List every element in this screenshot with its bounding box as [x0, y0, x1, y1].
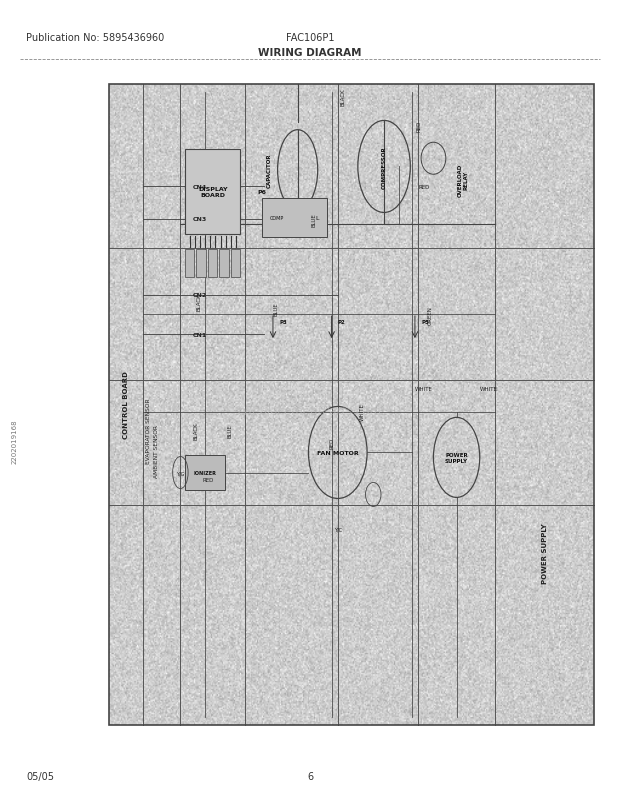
Text: WHITE: WHITE	[480, 387, 498, 391]
Text: RED: RED	[203, 478, 214, 483]
Text: P5: P5	[421, 319, 429, 324]
Text: CAPACITOR: CAPACITOR	[267, 153, 272, 188]
Text: RED: RED	[418, 184, 430, 189]
Text: DISPLAY
BOARD: DISPLAY BOARD	[198, 187, 228, 197]
Text: CONTROL BOARD: CONTROL BOARD	[123, 371, 130, 439]
Text: WHITE: WHITE	[360, 403, 365, 421]
Text: GREEN: GREEN	[428, 306, 433, 325]
Text: Publication No: 5895436960: Publication No: 5895436960	[26, 34, 164, 43]
Text: POWER SUPPLY: POWER SUPPLY	[541, 523, 547, 583]
Text: BLUE: BLUE	[273, 302, 278, 315]
FancyBboxPatch shape	[262, 198, 327, 237]
Text: BLACK: BLACK	[340, 88, 345, 106]
Text: P6: P6	[257, 189, 267, 194]
Text: WIRING DIAGRAM: WIRING DIAGRAM	[259, 48, 361, 58]
Text: COMPRESSOR: COMPRESSOR	[381, 146, 386, 188]
Text: BLUE: BLUE	[311, 213, 316, 226]
FancyBboxPatch shape	[185, 150, 241, 235]
Text: OVERLOAD
RELAY: OVERLOAD RELAY	[458, 164, 468, 197]
Text: BLACK: BLACK	[197, 293, 202, 310]
Text: CN3: CN3	[193, 217, 207, 222]
FancyBboxPatch shape	[197, 250, 206, 278]
Text: EVAPORATOR SENSOR: EVAPORATOR SENSOR	[146, 399, 151, 464]
Text: Y/G: Y/G	[176, 471, 185, 476]
Text: AMBIENT SENSOR: AMBIENT SENSOR	[154, 424, 159, 477]
Text: IONIZER: IONIZER	[193, 471, 216, 476]
Text: POWER
SUPPLY: POWER SUPPLY	[445, 452, 468, 464]
Text: P3: P3	[279, 319, 287, 324]
Text: RED: RED	[329, 437, 334, 448]
Text: 2202019168: 2202019168	[12, 419, 18, 464]
Text: Y/C: Y/C	[334, 527, 342, 532]
FancyBboxPatch shape	[219, 250, 229, 278]
Text: RED: RED	[416, 120, 421, 132]
Text: FAN MOTOR: FAN MOTOR	[317, 451, 358, 456]
Text: BLACK: BLACK	[193, 422, 198, 439]
Text: 6: 6	[307, 771, 313, 780]
Text: 05/05: 05/05	[26, 771, 54, 780]
Text: eReplacementParts.com: eReplacementParts.com	[238, 404, 382, 417]
FancyBboxPatch shape	[185, 456, 225, 491]
Text: CN1: CN1	[193, 332, 207, 338]
Text: CN4: CN4	[193, 184, 207, 189]
Text: CN2: CN2	[193, 293, 207, 298]
Text: COMP: COMP	[270, 216, 284, 221]
Text: WHITE: WHITE	[415, 387, 433, 391]
FancyBboxPatch shape	[208, 250, 217, 278]
Text: P2: P2	[338, 319, 345, 324]
Text: L: L	[316, 216, 319, 221]
FancyBboxPatch shape	[231, 250, 241, 278]
Text: BLUE: BLUE	[228, 423, 232, 437]
Text: FAC106P1: FAC106P1	[286, 34, 334, 43]
FancyBboxPatch shape	[185, 250, 194, 278]
